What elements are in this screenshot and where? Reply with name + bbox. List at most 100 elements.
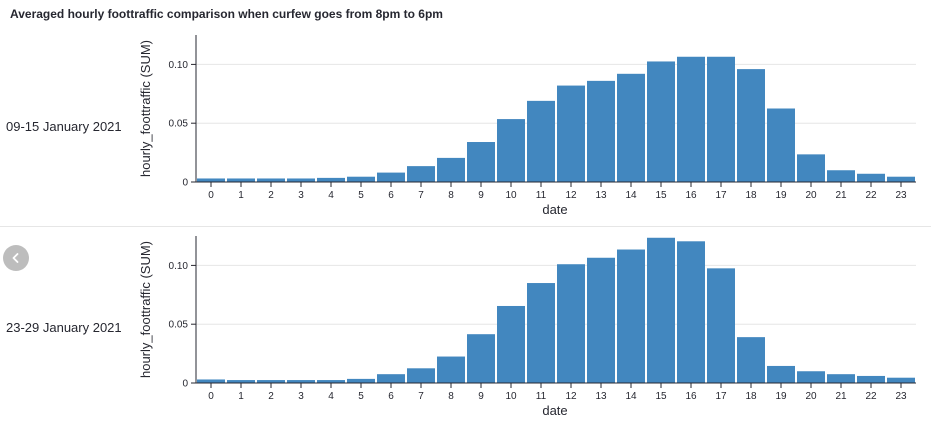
x-tick-label: 2 (268, 190, 274, 201)
x-tick-label: 6 (388, 391, 394, 402)
bar[interactable] (647, 237, 675, 383)
x-tick-label: 7 (418, 391, 424, 402)
y-axis-title: hourly_foottraffic (SUM) (138, 40, 153, 177)
x-tick-label: 22 (865, 391, 877, 402)
x-tick-label: 21 (835, 190, 847, 201)
bar[interactable] (197, 178, 225, 182)
bar[interactable] (767, 108, 795, 183)
x-tick-label: 21 (835, 391, 847, 402)
bar[interactable] (377, 172, 405, 182)
bar[interactable] (407, 166, 435, 182)
bar[interactable] (887, 377, 915, 383)
x-tick-label: 14 (625, 190, 637, 201)
chevron-left-icon (12, 253, 19, 263)
carousel-prev-button[interactable] (3, 245, 29, 271)
y-tick-label: 0 (182, 178, 188, 189)
x-tick-label: 16 (685, 391, 697, 402)
bar[interactable] (407, 368, 435, 383)
bar[interactable] (557, 264, 585, 383)
x-tick-label: 1 (238, 391, 244, 402)
bar[interactable] (467, 142, 495, 182)
x-tick-label: 9 (478, 391, 484, 402)
x-tick-label: 10 (505, 190, 517, 201)
bar[interactable] (587, 257, 615, 383)
bar[interactable] (527, 283, 555, 383)
x-tick-label: 23 (895, 391, 907, 402)
bar[interactable] (707, 268, 735, 383)
bar[interactable] (677, 56, 705, 183)
bar[interactable] (887, 176, 915, 182)
y-tick-label: 0.10 (169, 261, 189, 272)
x-tick-label: 18 (745, 190, 757, 201)
bar[interactable] (347, 378, 375, 383)
x-tick-label: 17 (715, 190, 727, 201)
bar[interactable] (287, 380, 315, 383)
x-tick-label: 13 (595, 190, 607, 201)
x-tick-label: 20 (805, 190, 817, 201)
bar[interactable] (317, 177, 345, 182)
x-tick-label: 12 (565, 190, 577, 201)
x-tick-label: 4 (328, 391, 334, 402)
x-axis-title: date (542, 202, 567, 217)
bar[interactable] (227, 178, 255, 182)
x-tick-label: 9 (478, 190, 484, 201)
x-tick-label: 22 (865, 190, 877, 201)
bar[interactable] (557, 85, 585, 182)
x-tick-label: 3 (298, 391, 304, 402)
bar[interactable] (467, 334, 495, 383)
bar[interactable] (287, 178, 315, 182)
bar[interactable] (797, 371, 825, 383)
bar[interactable] (677, 241, 705, 383)
x-axis-title: date (542, 403, 567, 418)
x-tick-label: 3 (298, 190, 304, 201)
bar[interactable] (737, 337, 765, 383)
bar[interactable] (227, 380, 255, 383)
bar[interactable] (707, 56, 735, 183)
bar[interactable] (827, 170, 855, 182)
row-divider (0, 226, 931, 227)
bar[interactable] (347, 176, 375, 182)
bar[interactable] (617, 73, 645, 182)
bar[interactable] (767, 365, 795, 383)
bar[interactable] (797, 154, 825, 182)
x-tick-label: 23 (895, 190, 907, 201)
bar[interactable] (497, 119, 525, 182)
bar[interactable] (857, 375, 885, 383)
bar[interactable] (437, 356, 465, 383)
x-tick-label: 14 (625, 391, 637, 402)
x-tick-label: 16 (685, 190, 697, 201)
bar[interactable] (437, 157, 465, 182)
x-tick-label: 12 (565, 391, 577, 402)
x-tick-label: 5 (358, 190, 364, 201)
y-tick-label: 0.05 (169, 320, 189, 331)
chart-2: 00.050.100 1 2 3 4 5 6 7 8 9 10 11 12 13 14 15 16 17 18 19 2… (138, 236, 916, 418)
bar[interactable] (857, 173, 885, 182)
bar[interactable] (257, 178, 285, 182)
x-tick-label: 19 (775, 190, 787, 201)
bar[interactable] (827, 374, 855, 383)
bar[interactable] (647, 61, 675, 182)
bar[interactable] (257, 380, 285, 383)
x-tick-label: 8 (448, 190, 454, 201)
bar[interactable] (317, 380, 345, 383)
x-tick-label: 11 (536, 190, 547, 201)
bar[interactable] (497, 305, 525, 383)
bar[interactable] (737, 69, 765, 182)
x-tick-label: 15 (655, 190, 667, 201)
chart-1: 00.050.100 1 2 3 4 5 6 7 8 9 10 11 12 13 14 15 16 17 18 19 2… (138, 35, 916, 217)
x-tick-label: 11 (536, 391, 547, 402)
x-tick-label: 13 (595, 391, 607, 402)
bar[interactable] (587, 80, 615, 182)
bar[interactable] (377, 374, 405, 383)
row-label-1: 09-15 January 2021 (6, 119, 122, 134)
y-tick-label: 0.05 (169, 119, 189, 130)
x-tick-label: 18 (745, 391, 757, 402)
x-tick-label: 1 (238, 190, 244, 201)
bar[interactable] (197, 379, 225, 383)
bar[interactable] (527, 100, 555, 182)
page-title: Averaged hourly foottraffic comparison w… (10, 7, 443, 21)
x-tick-label: 19 (775, 391, 787, 402)
bar[interactable] (617, 249, 645, 383)
x-tick-label: 10 (505, 391, 517, 402)
y-tick-label: 0.10 (169, 60, 189, 71)
